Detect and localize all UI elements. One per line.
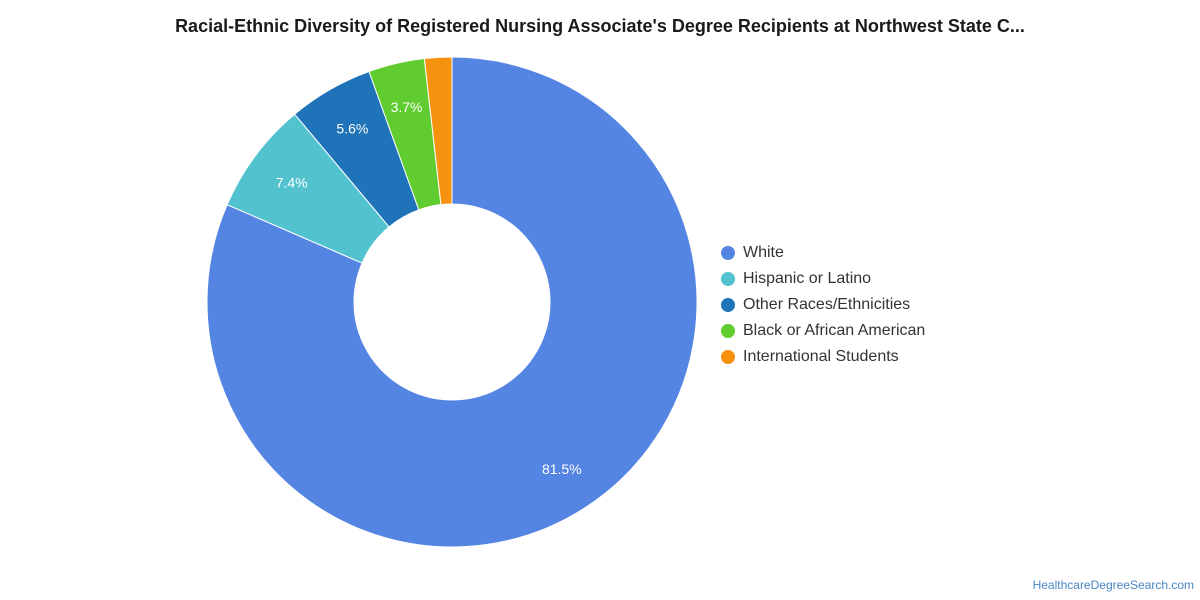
slice-labels: 81.5% 7.4% 5.6% 3.7%: [276, 99, 582, 477]
legend-label: White: [743, 244, 784, 261]
legend-item-white[interactable]: White: [721, 240, 925, 266]
legend-label: Hispanic or Latino: [743, 270, 872, 287]
legend-label: Black or African American: [743, 322, 926, 339]
legend-item-hispanic-or-latino[interactable]: Hispanic or Latino: [721, 266, 925, 292]
slice-label-other-races-ethnicities: 5.6%: [336, 121, 368, 137]
legend-item-international-students[interactable]: International Students: [721, 344, 925, 370]
legend-item-other-races-ethnicities[interactable]: Other Races/Ethnicities: [721, 292, 925, 318]
slice-international-students[interactable]: [423, 56, 453, 206]
slice-label-black-or-african-american: 3.7%: [391, 99, 423, 115]
legend-swatch: [721, 298, 735, 312]
legend-swatch: [721, 272, 735, 286]
donut-slices: [206, 56, 698, 548]
legend-swatch: [721, 324, 735, 338]
chart-title: Racial-Ethnic Diversity of Registered Nu…: [175, 16, 1025, 36]
legend-label: Other Races/Ethnicities: [743, 296, 911, 313]
slice-label-white: 81.5%: [542, 461, 582, 477]
slice-label-hispanic-or-latino: 7.4%: [276, 174, 308, 190]
legend-swatch: [721, 350, 735, 364]
legend-swatch: [721, 246, 735, 260]
legend-item-black-or-african-american[interactable]: Black or African American: [721, 318, 925, 344]
source-link[interactable]: HealthcareDegreeSearch.com: [1032, 578, 1194, 592]
chart-legend: White Hispanic or Latino Other Races/Ethni…: [721, 240, 925, 370]
slice-white[interactable]: [206, 56, 698, 548]
legend-label: International Students: [743, 348, 899, 365]
